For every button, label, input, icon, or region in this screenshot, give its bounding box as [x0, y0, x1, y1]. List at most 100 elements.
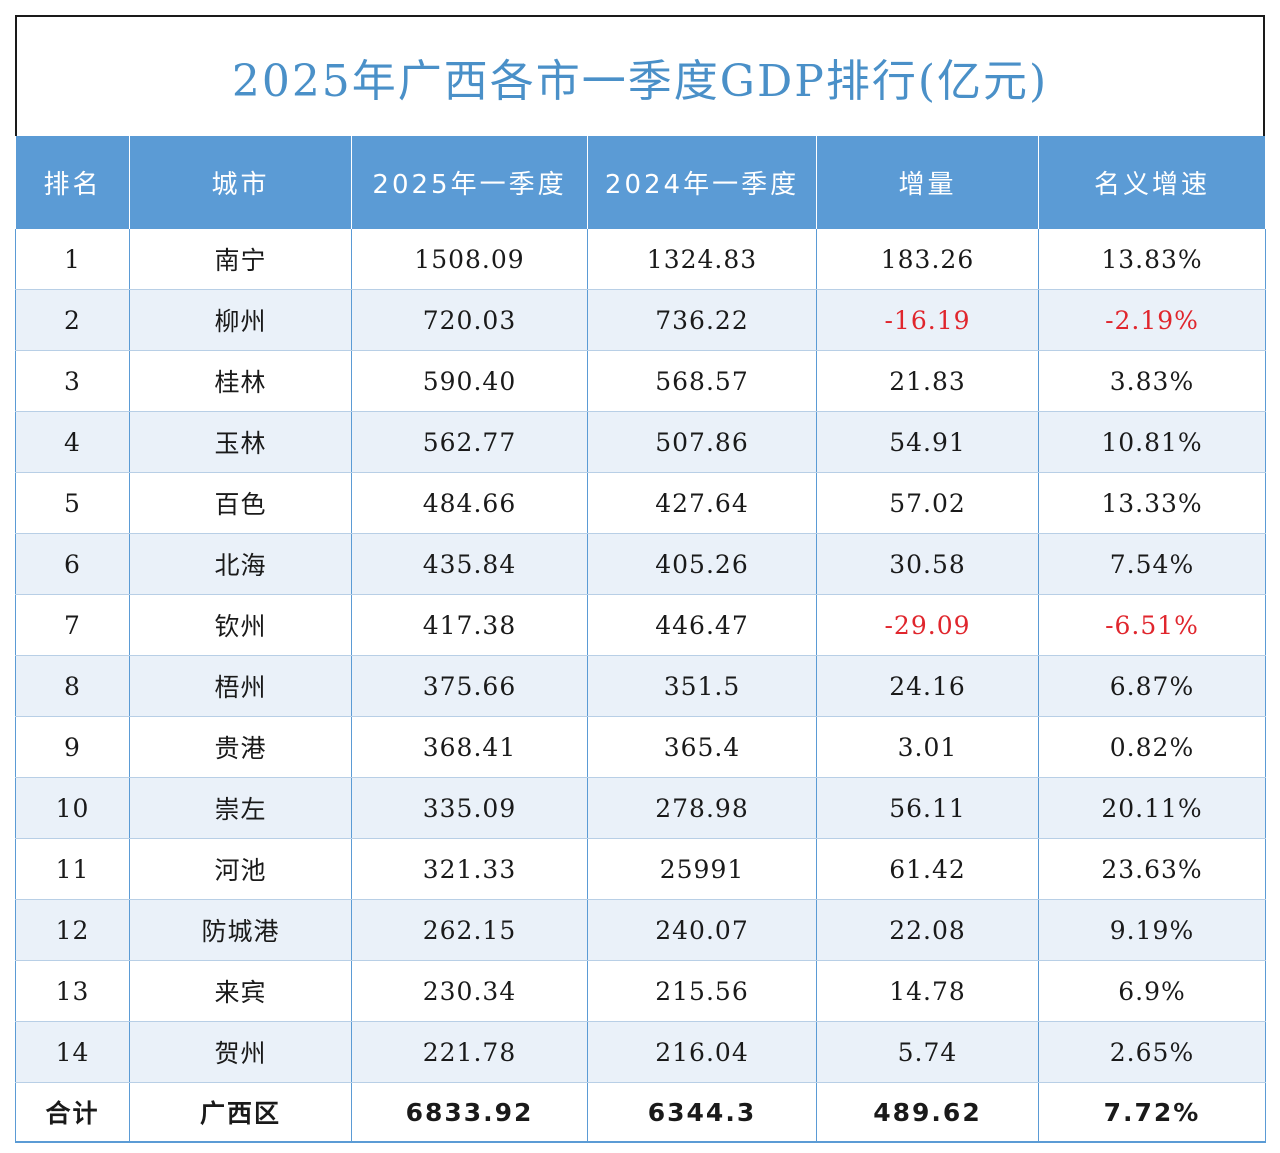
growth-cell: 20.11% [1038, 777, 1266, 839]
city-cell: 来宾 [129, 960, 352, 1022]
q1-2025-cell: 720.03 [351, 289, 588, 351]
q1-2024-cell: 446.47 [587, 594, 817, 656]
q1-2024-cell: 215.56 [587, 960, 817, 1022]
increase-cell: 5.74 [816, 1021, 1039, 1083]
table-row: 1 南宁 1508.09 1324.83 183.26 13.83% [15, 229, 1266, 290]
increase-cell: 54.91 [816, 411, 1039, 473]
q1-2025-cell: 375.66 [351, 655, 588, 717]
q1-2024-cell: 568.57 [587, 350, 817, 412]
q1-2025-cell: 335.09 [351, 777, 588, 839]
city-cell: 玉林 [129, 411, 352, 473]
increase-cell: 30.58 [816, 533, 1039, 595]
growth-cell: 6.9% [1038, 960, 1266, 1022]
city-cell: 梧州 [129, 655, 352, 717]
q1-2024-cell: 405.26 [587, 533, 817, 595]
increase-cell: 57.02 [816, 472, 1039, 534]
total-increase-cell: 489.62 [816, 1082, 1039, 1143]
city-cell: 北海 [129, 533, 352, 595]
q1-2025-cell: 221.78 [351, 1021, 588, 1083]
growth-cell: 3.83% [1038, 350, 1266, 412]
rank-cell: 6 [15, 533, 130, 595]
increase-cell: 24.16 [816, 655, 1039, 717]
increase-cell: 3.01 [816, 716, 1039, 778]
rank-cell: 10 [15, 777, 130, 839]
q1-2024-cell: 736.22 [587, 289, 817, 351]
increase-cell: 14.78 [816, 960, 1039, 1022]
city-cell: 钦州 [129, 594, 352, 656]
total-q1-2024-cell: 6344.3 [587, 1082, 817, 1143]
gdp-table: 排名 城市 2025年一季度 2024年一季度 增量 名义增速 1 南宁 1508.… [15, 136, 1266, 1143]
q1-2024-cell: 278.98 [587, 777, 817, 839]
total-growth-cell: 7.72% [1038, 1082, 1266, 1143]
growth-cell: 2.65% [1038, 1021, 1266, 1083]
increase-cell: 183.26 [816, 229, 1039, 290]
total-city-cell: 广西区 [129, 1082, 352, 1143]
rank-cell: 3 [15, 350, 130, 412]
q1-2024-cell: 351.5 [587, 655, 817, 717]
header-row: 排名 城市 2025年一季度 2024年一季度 增量 名义增速 [15, 136, 1266, 229]
q1-2024-cell: 240.07 [587, 899, 817, 961]
q1-2025-cell: 590.40 [351, 350, 588, 412]
rank-cell: 12 [15, 899, 130, 961]
q1-2024-cell: 507.86 [587, 411, 817, 473]
city-cell: 河池 [129, 838, 352, 900]
city-cell: 百色 [129, 472, 352, 534]
rank-cell: 14 [15, 1021, 130, 1083]
table-row: 10 崇左 335.09 278.98 56.11 20.11% [15, 777, 1266, 839]
column-header-q1-2025: 2025年一季度 [351, 136, 588, 229]
increase-cell: -29.09 [816, 594, 1039, 656]
rank-cell: 5 [15, 472, 130, 534]
column-header-increase: 增量 [816, 136, 1039, 229]
total-rank-cell: 合计 [15, 1082, 130, 1143]
rank-cell: 1 [15, 229, 130, 290]
increase-cell: 56.11 [816, 777, 1039, 839]
increase-cell: 21.83 [816, 350, 1039, 412]
rank-cell: 13 [15, 960, 130, 1022]
q1-2025-cell: 230.34 [351, 960, 588, 1022]
q1-2025-cell: 368.41 [351, 716, 588, 778]
growth-cell: 9.19% [1038, 899, 1266, 961]
q1-2024-cell: 365.4 [587, 716, 817, 778]
city-cell: 南宁 [129, 229, 352, 290]
rank-cell: 7 [15, 594, 130, 656]
gdp-ranking-figure: 2025年广西各市一季度GDP排行(亿元) 排名 城市 2025年一季度 202… [15, 15, 1266, 1143]
table-row: 12 防城港 262.15 240.07 22.08 9.19% [15, 899, 1266, 961]
growth-cell: 6.87% [1038, 655, 1266, 717]
increase-cell: 22.08 [816, 899, 1039, 961]
column-header-q1-2024: 2024年一季度 [587, 136, 817, 229]
table-row: 8 梧州 375.66 351.5 24.16 6.87% [15, 655, 1266, 717]
rank-cell: 11 [15, 838, 130, 900]
table-row: 4 玉林 562.77 507.86 54.91 10.81% [15, 411, 1266, 473]
table-row: 13 来宾 230.34 215.56 14.78 6.9% [15, 960, 1266, 1022]
table-body: 1 南宁 1508.09 1324.83 183.26 13.83% 2 柳州 720.03 73… [15, 229, 1266, 1083]
q1-2024-cell: 1324.83 [587, 229, 817, 290]
q1-2025-cell: 435.84 [351, 533, 588, 595]
growth-cell: 10.81% [1038, 411, 1266, 473]
growth-cell: 13.33% [1038, 472, 1266, 534]
growth-cell: 7.54% [1038, 533, 1266, 595]
city-cell: 崇左 [129, 777, 352, 839]
growth-cell: 0.82% [1038, 716, 1266, 778]
table-row: 3 桂林 590.40 568.57 21.83 3.83% [15, 350, 1266, 412]
q1-2025-cell: 562.77 [351, 411, 588, 473]
rank-cell: 9 [15, 716, 130, 778]
table-row: 9 贵港 368.41 365.4 3.01 0.82% [15, 716, 1266, 778]
q1-2025-cell: 484.66 [351, 472, 588, 534]
rank-cell: 4 [15, 411, 130, 473]
city-cell: 贺州 [129, 1021, 352, 1083]
column-header-city: 城市 [129, 136, 352, 229]
table-row: 5 百色 484.66 427.64 57.02 13.33% [15, 472, 1266, 534]
q1-2025-cell: 321.33 [351, 838, 588, 900]
q1-2024-cell: 427.64 [587, 472, 817, 534]
column-header-growth: 名义增速 [1038, 136, 1266, 229]
city-cell: 防城港 [129, 899, 352, 961]
q1-2024-cell: 25991 [587, 838, 817, 900]
q1-2024-cell: 216.04 [587, 1021, 817, 1083]
total-q1-2025-cell: 6833.92 [351, 1082, 588, 1143]
q1-2025-cell: 262.15 [351, 899, 588, 961]
city-cell: 柳州 [129, 289, 352, 351]
q1-2025-cell: 1508.09 [351, 229, 588, 290]
column-header-rank: 排名 [15, 136, 130, 229]
table-row: 7 钦州 417.38 446.47 -29.09 -6.51% [15, 594, 1266, 656]
rank-cell: 2 [15, 289, 130, 351]
